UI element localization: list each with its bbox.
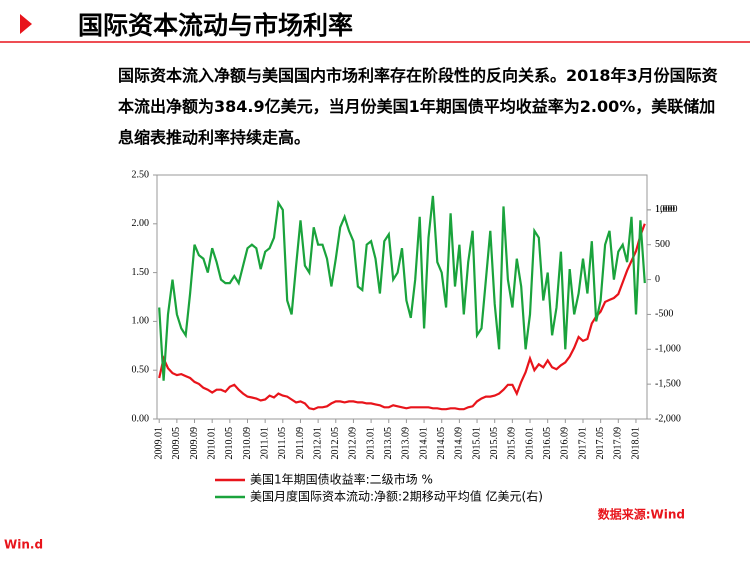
y-tick-label: 0.50 [132,364,150,375]
title-icon [20,14,32,34]
slide-title: 国际资本流动与市场利率 [78,11,354,40]
x-tick-label: 2015.01 [471,427,482,460]
y2-tick-label: 500 [655,239,670,250]
x-tick-label: 2014.09 [454,427,465,460]
y2-tick-label: -1,500 [655,378,681,389]
y-tick-label: 0.00 [132,413,150,424]
x-tick-label: 2017.09 [613,427,624,460]
x-tick-label: 2013.05 [383,427,394,460]
series-line [158,223,646,411]
legend-label: 美国1年期国债收益率:二级市场 % [250,472,433,487]
series-line [158,195,646,381]
x-tick-label: 2017.05 [595,427,606,460]
x-tick-label: 2011.01 [259,427,270,459]
y2-tick-label: -2,000 [655,413,681,424]
logo: Win.d [4,538,43,552]
x-tick-label: 2010.09 [242,427,253,460]
x-tick-label: 2015.05 [489,427,500,460]
y2-tick-label: 1,000 [655,204,678,215]
x-tick-label: 2013.09 [401,427,412,460]
x-tick-label: 2009.01 [154,427,165,460]
x-tick-label: 2011.05 [277,427,288,459]
x-tick-label: 2010.01 [206,427,217,460]
y2-tick-label: -500 [655,309,673,320]
x-tick-label: 2015.09 [507,427,518,460]
x-tick-label: 2013.01 [365,427,376,460]
plot-frame [156,174,648,420]
y2-tick-label: -1,000 [655,344,681,355]
y-tick-label: 1.50 [132,267,150,278]
x-tick-label: 2014.05 [436,427,447,460]
x-tick-label: 2009.05 [171,427,182,460]
x-tick-label: 2011.09 [295,427,306,459]
x-tick-label: 2014.01 [418,427,429,460]
x-tick-label: 2012.01 [312,427,323,460]
y-tick-label: 2.00 [132,218,150,229]
x-tick-label: 2018.01 [630,427,641,460]
legend-label: 美国月度国际资本流动:净额:2期移动平均值 亿美元(右) [250,489,543,504]
y2-tick-label: 0 [655,274,660,285]
y2-tick-label: 1000 [655,204,675,215]
x-tick-label: 2016.01 [524,427,535,460]
x-tick-label: 2016.05 [542,427,553,460]
y-tick-label: 1.00 [132,316,150,327]
paragraph: 国际资本流入净额与美国国内市场利率存在阶段性的反向关系。2018年3月份国际资本… [118,66,718,147]
x-tick-label: 2017.01 [577,427,588,460]
x-tick-label: 2009.09 [189,427,200,460]
x-tick-label: 2016.09 [560,427,571,460]
x-tick-label: 2010.05 [224,427,235,460]
x-tick-label: 2012.09 [348,427,359,460]
y-tick-label: 2.50 [132,169,150,180]
x-tick-label: 2012.05 [330,427,341,460]
source: 数据来源:Wind [598,507,685,522]
